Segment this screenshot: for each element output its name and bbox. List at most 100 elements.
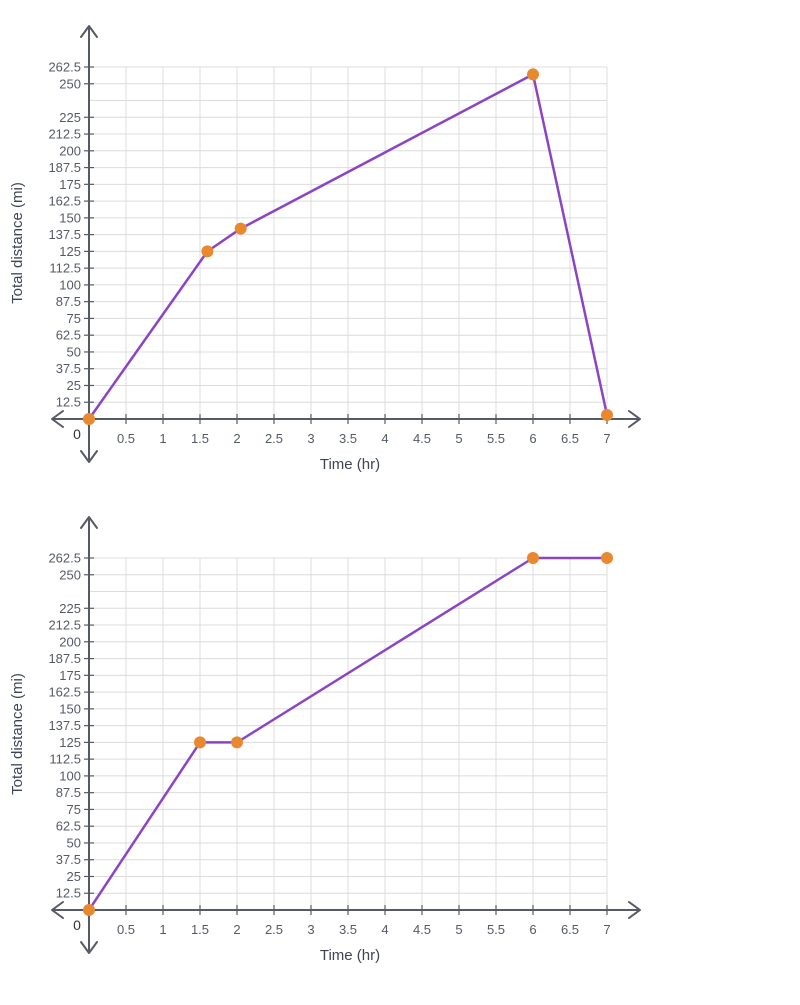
y-tick-label: 112.5 (49, 261, 81, 276)
chart-top: 0.5 1 1.5 2 2.5 3 3.5 4 4.5 5 5.5 6 6.5 7 12.5 25 37.5 50… (0, 0, 800, 490)
x-tick-label: 2.5 (265, 431, 283, 446)
data-point (83, 904, 95, 916)
data-point (601, 408, 613, 421)
y-tick-label: 200 (59, 143, 81, 158)
x-tick-label: 4 (381, 922, 388, 937)
x-tick-label: 2 (233, 922, 240, 937)
y-tick-label: 125 (59, 735, 81, 750)
y-tick-label: 25 (67, 378, 81, 393)
y-tick-label: 150 (59, 210, 81, 225)
x-axis-title: Time (hr) (320, 947, 380, 964)
y-axis-arrow-down-icon (80, 450, 98, 463)
x-axis-title: Time (hr) (320, 456, 380, 473)
y-tick-label: 125 (59, 244, 81, 259)
y-tick-label: 175 (59, 177, 81, 192)
x-tick-label: 5.5 (487, 922, 505, 937)
x-tick-label: 6 (529, 431, 536, 446)
y-tick-label: 175 (59, 668, 81, 683)
y-axis-title: Total distance (mi) (9, 673, 26, 795)
y-tick-label: 150 (59, 701, 81, 716)
x-tick-label: 7 (603, 922, 610, 937)
data-point (527, 552, 539, 564)
x-tick-label: 2 (233, 431, 240, 446)
y-tick-label: 12.5 (56, 886, 81, 901)
data-point (194, 736, 206, 749)
axes (51, 25, 641, 463)
x-axis-arrow-left-icon (51, 901, 64, 919)
x-tick-label: 7 (603, 431, 610, 446)
y-tick-label: 225 (59, 110, 81, 125)
y-axis-title: Total distance (mi) (9, 182, 26, 304)
x-tick-label: 4.5 (413, 431, 431, 446)
data-point (527, 68, 539, 81)
y-tick-label: 187.5 (48, 160, 81, 175)
x-tick-label: 1 (159, 922, 166, 937)
y-tick-label: 137.5 (48, 227, 81, 242)
chart-bottom-svg: 0.5 1 1.5 2 2.5 3 3.5 4 4.5 5 5.5 6 6.5 7 12.5 25 37.5 50… (9, 516, 641, 964)
y-tick-label: 200 (59, 634, 81, 649)
y-axis-arrow-up-icon (80, 516, 98, 529)
x-tick-label: 0.5 (117, 922, 135, 937)
data-point (83, 413, 95, 425)
x-tick-label: 3.5 (339, 922, 357, 937)
axes (51, 516, 641, 954)
y-tick-label: 75 (67, 802, 81, 817)
y-tick-label: 75 (67, 311, 81, 326)
y-tick-label: 112.5 (49, 752, 81, 767)
y-axis-arrow-up-icon (80, 25, 98, 38)
x-ticks: 0.5 1 1.5 2 2.5 3 3.5 4 4.5 5 5.5 6 6.5 7 (117, 905, 611, 937)
y-tick-label: 37.5 (56, 852, 81, 867)
data-point (601, 552, 613, 564)
y-tick-label: 250 (59, 76, 81, 91)
x-tick-label: 6.5 (561, 922, 579, 937)
x-tick-label: 1.5 (191, 922, 209, 937)
x-tick-label: 3 (307, 431, 314, 446)
y-tick-label: 100 (59, 768, 81, 783)
y-axis-arrow-down-icon (80, 941, 98, 954)
y-tick-label: 12.5 (56, 395, 81, 410)
x-tick-label: 4.5 (413, 922, 431, 937)
data-point (234, 222, 247, 235)
y-tick-label: 262.5 (48, 551, 81, 566)
x-tick-label: 6 (529, 922, 536, 937)
x-tick-label: 3 (307, 922, 314, 937)
y-tick-label: 50 (67, 344, 81, 359)
series (83, 552, 613, 916)
x-tick-label: 1 (159, 431, 166, 446)
x-axis-arrow-right-icon (628, 410, 641, 428)
data-point (201, 245, 214, 258)
origin-label: 0 (73, 917, 81, 933)
y-tick-label: 87.5 (56, 294, 81, 309)
data-point (231, 736, 243, 749)
grid (89, 66, 608, 419)
y-tick-label: 62.5 (56, 819, 81, 834)
y-tick-label: 212.5 (48, 618, 81, 633)
origin-label: 0 (73, 426, 81, 442)
y-tick-label: 162.5 (48, 194, 81, 209)
y-tick-label: 100 (59, 277, 81, 292)
x-tick-label: 2.5 (265, 922, 283, 937)
y-tick-label: 262.5 (48, 60, 81, 75)
x-axis-arrow-left-icon (51, 410, 64, 428)
series (83, 68, 613, 425)
y-tick-label: 187.5 (48, 651, 81, 666)
grid (89, 557, 608, 910)
y-tick-label: 162.5 (48, 685, 81, 700)
chart-top-svg: 0.5 1 1.5 2 2.5 3 3.5 4 4.5 5 5.5 6 6.5 7 12.5 25 37.5 50… (9, 25, 641, 473)
chart-bottom: 0.5 1 1.5 2 2.5 3 3.5 4 4.5 5 5.5 6 6.5 7 12.5 25 37.5 50… (0, 510, 800, 1005)
y-tick-label: 250 (59, 567, 81, 582)
x-tick-label: 5 (455, 431, 462, 446)
x-tick-label: 6.5 (561, 431, 579, 446)
x-tick-label: 3.5 (339, 431, 357, 446)
y-tick-label: 137.5 (48, 718, 81, 733)
y-tick-label: 50 (67, 835, 81, 850)
x-tick-label: 0.5 (117, 431, 135, 446)
y-tick-label: 25 (67, 869, 81, 884)
x-axis-arrow-right-icon (628, 901, 641, 919)
y-tick-label: 62.5 (56, 328, 81, 343)
x-ticks: 0.5 1 1.5 2 2.5 3 3.5 4 4.5 5 5.5 6 6.5 7 (117, 414, 611, 446)
x-tick-label: 5 (455, 922, 462, 937)
x-tick-label: 5.5 (487, 431, 505, 446)
